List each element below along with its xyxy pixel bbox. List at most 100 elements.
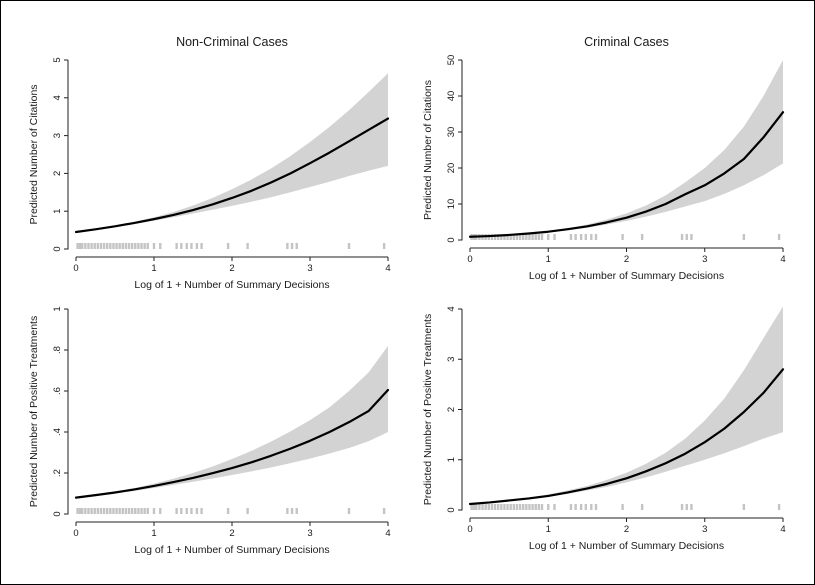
rug-mark-3-16 xyxy=(121,508,124,514)
y-tick-label-1-3: 2 xyxy=(52,171,63,176)
y-tick-label-2-5: 40 xyxy=(446,91,457,102)
confidence-band-4 xyxy=(470,306,783,505)
rug-mark-2-10 xyxy=(496,234,500,240)
y-tick-label-1-4: 3 xyxy=(52,133,63,138)
rug-mark-1-11 xyxy=(106,243,109,249)
rug-mark-4-14 xyxy=(509,504,512,510)
rug-mark-1-24 xyxy=(146,243,149,249)
rug-mark-1-27 xyxy=(175,243,178,249)
confidence-band-1 xyxy=(76,73,388,233)
panel-title-2: Criminal Cases xyxy=(584,35,669,49)
rug-mark-2-32 xyxy=(594,234,598,240)
x-tick-label-4-1: 0 xyxy=(467,524,472,535)
rug-mark-2-19 xyxy=(525,234,528,240)
rug-mark-1-5 xyxy=(87,243,90,249)
rug-mark-4-20 xyxy=(528,504,531,510)
x-tick-label-2-4: 3 xyxy=(702,254,707,265)
rug-mark-1-18 xyxy=(127,243,131,249)
rug-mark-4-35 xyxy=(680,504,684,510)
rug-mark-1-21 xyxy=(137,243,140,249)
rug-mark-2-36 xyxy=(685,234,688,240)
rug-mark-1-8 xyxy=(96,243,100,249)
rug-mark-3-21 xyxy=(137,508,140,514)
x-tick-label-4-3: 2 xyxy=(624,524,629,535)
rug-mark-1-10 xyxy=(102,243,106,249)
x-tick-label-3-1: 0 xyxy=(73,528,78,539)
rug-mark-4-1 xyxy=(470,504,473,510)
rug-mark-1-30 xyxy=(190,243,193,249)
rug-mark-2-21 xyxy=(531,234,534,240)
y-tick-label-2-2: 10 xyxy=(446,199,457,210)
y-tick-label-1-5: 4 xyxy=(52,95,63,100)
y-tick-label-2-6: 50 xyxy=(446,55,457,66)
rug-mark-1-1 xyxy=(76,243,79,249)
rug-3 xyxy=(76,508,386,514)
rug-mark-3-6 xyxy=(90,508,93,514)
x-tick-label-3-5: 4 xyxy=(385,528,390,539)
rug-mark-2-28 xyxy=(574,234,577,240)
rug-mark-2-39 xyxy=(777,234,781,240)
rug-mark-4-24 xyxy=(540,504,544,510)
rug-mark-1-6 xyxy=(90,243,93,249)
rug-mark-3-39 xyxy=(382,508,386,514)
rug-mark-4-9 xyxy=(493,504,497,510)
rug-mark-3-31 xyxy=(195,508,199,514)
rug-mark-1-37 xyxy=(295,243,298,249)
rug-mark-4-4 xyxy=(478,504,481,510)
rug-mark-1-32 xyxy=(200,243,203,249)
rug-mark-1-16 xyxy=(121,243,124,249)
rug-mark-3-9 xyxy=(99,508,103,514)
x-tick-label-2-1: 0 xyxy=(467,254,472,265)
panel-title-1: Non-Criminal Cases xyxy=(176,35,288,49)
rug-mark-4-17 xyxy=(518,504,522,510)
rug-mark-1-20 xyxy=(134,243,137,249)
y-axis-title-2: Predicted Number of Citations xyxy=(422,80,434,220)
x-tick-label-4-4: 3 xyxy=(702,524,707,535)
y-tick-label-1-6: 5 xyxy=(52,57,63,62)
y-tick-label-3-2: .2 xyxy=(52,469,63,477)
rug-mark-4-23 xyxy=(537,504,541,510)
rug-mark-4-30 xyxy=(584,504,588,510)
rug-mark-3-7 xyxy=(93,508,96,514)
y-tick-label-3-5: .8 xyxy=(52,346,63,354)
rug-mark-4-26 xyxy=(553,504,556,510)
y-tick-label-1-1: 0 xyxy=(52,246,63,251)
rug-mark-2-17 xyxy=(518,234,522,240)
rug-mark-3-5 xyxy=(87,508,90,514)
x-tick-label-2-2: 1 xyxy=(546,254,551,265)
rug-mark-4-7 xyxy=(487,504,490,510)
rug-mark-4-6 xyxy=(484,504,487,510)
rug-mark-3-37 xyxy=(295,508,298,514)
rug-mark-2-11 xyxy=(500,234,503,240)
rug-mark-3-13 xyxy=(112,508,115,514)
rug-mark-2-33 xyxy=(621,234,624,240)
rug-mark-2-35 xyxy=(680,234,684,240)
rug-mark-4-37 xyxy=(690,504,693,510)
prediction-line-2 xyxy=(468,111,785,238)
y-tick-label-4-4: 3 xyxy=(446,357,457,362)
rug-mark-4-16 xyxy=(515,504,519,510)
rug-mark-4-19 xyxy=(525,504,528,510)
rug-mark-3-4 xyxy=(84,508,87,514)
prediction-line-1 xyxy=(74,117,390,234)
rug-mark-4-11 xyxy=(500,504,503,510)
rug-mark-3-19 xyxy=(130,508,134,514)
rug-mark-2-12 xyxy=(503,234,506,240)
rug-mark-3-17 xyxy=(124,508,128,514)
rug-mark-2-37 xyxy=(690,234,693,240)
rug-mark-2-16 xyxy=(515,234,519,240)
rug-mark-4-2 xyxy=(472,504,476,510)
rug-mark-3-33 xyxy=(226,508,230,514)
rug-mark-3-8 xyxy=(96,508,100,514)
rug-mark-2-26 xyxy=(553,234,556,240)
rug-mark-2-20 xyxy=(528,234,531,240)
rug-mark-2-38 xyxy=(742,234,746,240)
y-tick-label-4-5: 4 xyxy=(446,306,457,311)
rug-mark-1-38 xyxy=(347,243,351,249)
x-tick-label-1-4: 3 xyxy=(307,263,312,274)
rug-mark-4-34 xyxy=(640,504,644,510)
rug-mark-1-35 xyxy=(286,243,289,249)
rug-4 xyxy=(470,504,781,510)
